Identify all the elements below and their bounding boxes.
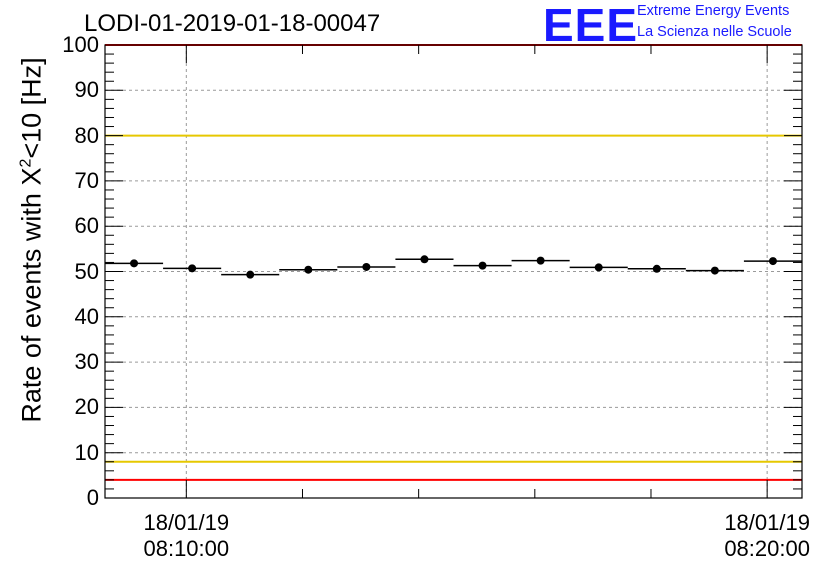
data-point <box>478 261 487 270</box>
y-tick-label: 10 <box>74 439 99 465</box>
y-tick-label: 90 <box>74 77 99 103</box>
x-tick-label: 18/01/19 08:10:00 <box>143 510 229 562</box>
y-tick-label: 20 <box>74 394 99 420</box>
eee-logo: EEE <box>543 0 639 51</box>
y-tick-label: 40 <box>74 303 99 329</box>
y-tick-label: 80 <box>74 122 99 148</box>
data-point <box>710 266 719 275</box>
x-tick-date: 18/01/19 <box>143 510 230 535</box>
data-point <box>768 257 777 266</box>
y-tick-label: 50 <box>74 258 99 284</box>
y-tick-label: 0 <box>86 485 99 510</box>
data-point <box>420 255 429 264</box>
data-point <box>304 265 313 274</box>
data-point <box>594 263 603 272</box>
x-tick-label: 18/01/19 08:20:00 <box>724 510 810 562</box>
data-point <box>188 264 197 273</box>
logo-line-2: La Scienza nelle Scuole <box>637 24 792 40</box>
logo-line-1: Extreme Energy Events <box>637 3 790 19</box>
x-tick-date: 18/01/19 <box>724 510 810 535</box>
x-tick-time: 08:10:00 <box>143 536 230 561</box>
y-tick-label: 60 <box>74 213 99 239</box>
data-point <box>536 256 545 265</box>
y-tick-label: 30 <box>74 349 99 375</box>
x-tick-time: 08:20:00 <box>724 536 810 561</box>
y-tick-label: 70 <box>74 167 99 193</box>
data-point <box>130 259 139 268</box>
data-point <box>652 264 661 273</box>
chart-title: LODI-01-2019-01-18-00047 <box>84 10 381 37</box>
y-axis-label-pre: Rate of events with X <box>16 167 47 423</box>
data-point <box>362 262 371 271</box>
data-point <box>246 270 255 279</box>
y-tick-label: 100 <box>62 32 99 57</box>
y-axis-label-sup: 2 <box>17 158 35 168</box>
